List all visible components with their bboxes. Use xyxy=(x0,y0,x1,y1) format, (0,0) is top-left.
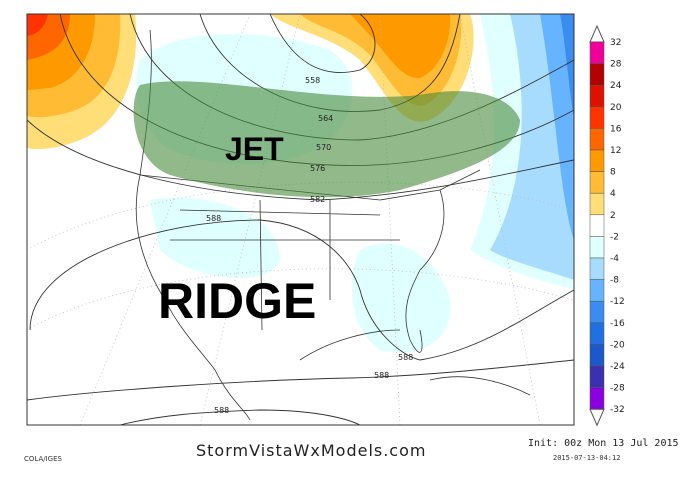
colorbar-label: 4 xyxy=(610,189,616,199)
colorbar-label: 20 xyxy=(610,103,622,113)
colorbar-label: 8 xyxy=(610,168,616,178)
contour-label: 558 xyxy=(305,76,320,85)
colorbar-segment xyxy=(589,387,605,410)
colorbar-bottom-arrow xyxy=(589,408,605,427)
contour-label: 588 xyxy=(214,406,229,415)
colorbar-label: -12 xyxy=(610,297,625,307)
jet-band xyxy=(133,81,521,198)
colorbar-segment xyxy=(589,214,605,237)
colorbar-segment xyxy=(589,322,605,345)
colorbar-label: -4 xyxy=(610,254,619,264)
ridge-label: RIDGE xyxy=(158,273,316,329)
colorbar-label: -8 xyxy=(610,276,619,286)
colorbar-label: 12 xyxy=(610,146,621,156)
colorbar-label: 24 xyxy=(610,81,622,91)
contour-label: 564 xyxy=(318,114,333,123)
init-time: Init: 00z Mon 13 Jul 2015 xyxy=(528,438,679,449)
contour-label: 576 xyxy=(310,164,325,173)
colorbar-segment xyxy=(589,128,605,151)
colorbar-segment xyxy=(589,41,605,64)
contour-label: 582 xyxy=(310,195,325,204)
colorbar-segment xyxy=(589,279,605,302)
jet-label: JET xyxy=(225,131,284,167)
contour-label: 588 xyxy=(374,371,389,380)
colorbar-label: 28 xyxy=(610,60,622,70)
colorbar-segment xyxy=(589,171,605,194)
contour-label: 588 xyxy=(398,353,413,362)
colorbar-label: -28 xyxy=(610,384,625,394)
colorbar-label: -20 xyxy=(610,340,625,350)
colorbar-label: -32 xyxy=(610,405,625,415)
colorbar-segment xyxy=(589,106,605,129)
colorbar-segment xyxy=(589,257,605,280)
colorbar: 32 28 24 20 16 12 8 4 2 -2 -4 -8 -12 -16 -20 -24 -28 -32 xyxy=(589,24,625,427)
colorbar-segment xyxy=(589,192,605,216)
timestamp: 2015-07-13-04:12 xyxy=(553,454,621,462)
colorbar-label: 2 xyxy=(610,211,616,221)
colorbar-label: -24 xyxy=(610,362,625,372)
colorbar-segment xyxy=(589,365,605,388)
colorbar-segment xyxy=(589,149,605,172)
colorbar-label: -16 xyxy=(610,319,625,329)
map-area: 558 564 570 576 582 588 588 588 588 JET … xyxy=(27,14,574,425)
contour-label: 570 xyxy=(316,143,331,152)
map-frame xyxy=(26,13,575,426)
site-name: StormVistaWxModels.com xyxy=(196,441,427,460)
colorbar-segment xyxy=(589,344,605,367)
colorbar-segment xyxy=(589,300,605,324)
colorbar-segment xyxy=(589,84,605,108)
colorbar-label: 32 xyxy=(610,38,621,48)
contour-label: 588 xyxy=(206,214,221,223)
colorbar-label: 16 xyxy=(610,124,622,134)
colorbar-segment xyxy=(589,63,605,86)
colorbar-segment xyxy=(589,236,605,259)
credit: COLA/IGES xyxy=(24,455,62,463)
colorbar-label: -2 xyxy=(610,232,619,242)
colorbar-top-arrow xyxy=(589,24,605,43)
